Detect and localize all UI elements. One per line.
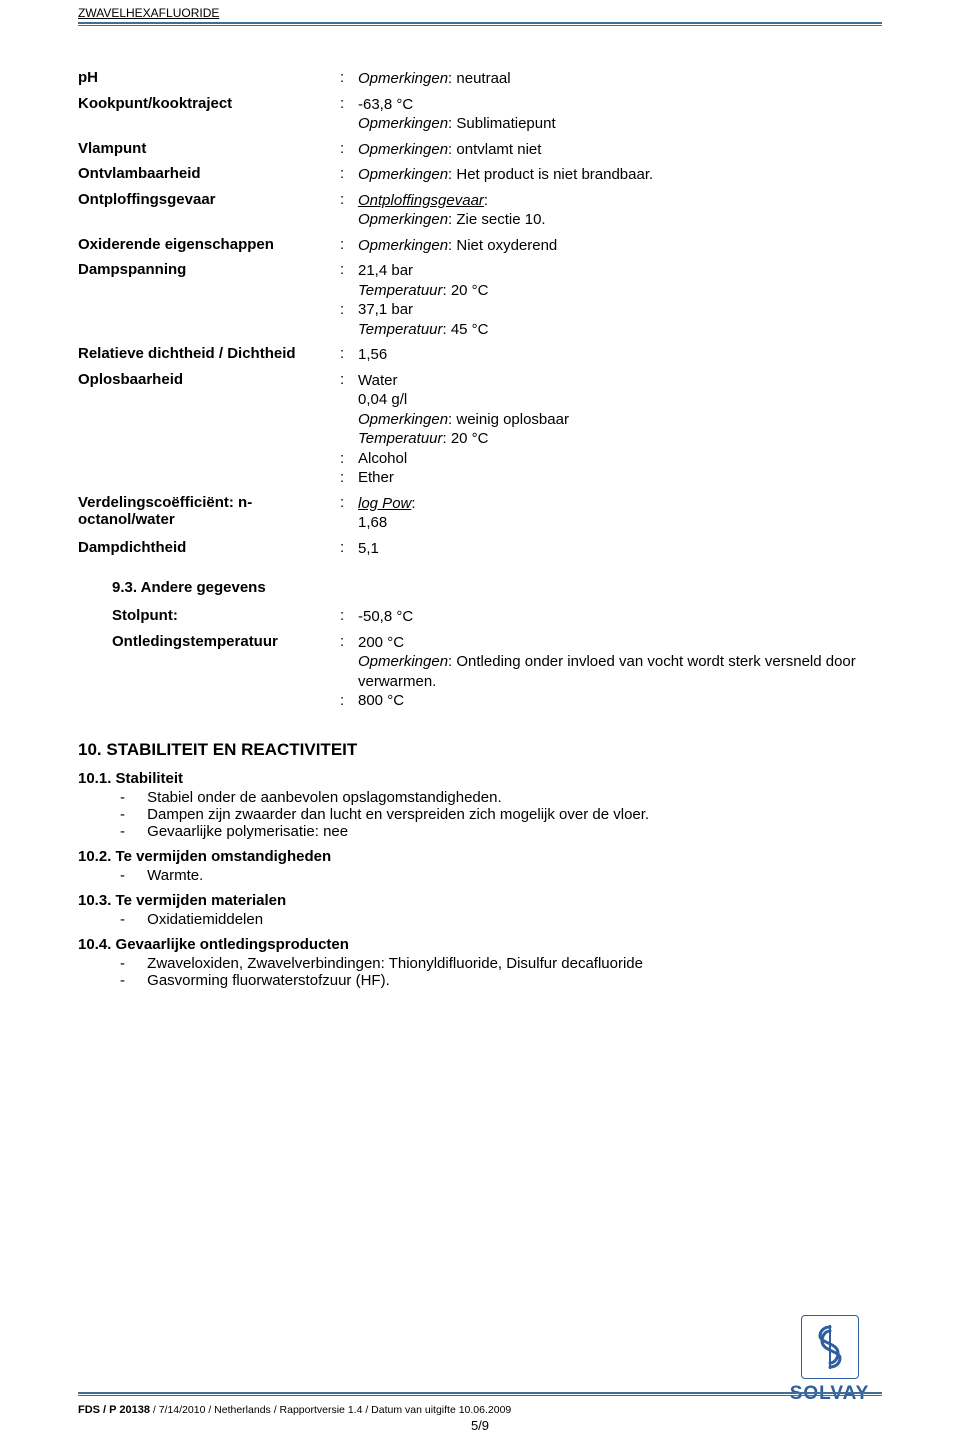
property-value: Ontploffingsgevaar:Opmerkingen: Zie sect… <box>358 188 882 233</box>
property-row: Kookpunt/kooktraject:-63,8 °COpmerkingen… <box>78 92 882 137</box>
property-value: Opmerkingen: ontvlamt niet <box>358 137 882 163</box>
property-row: Ontledingstemperatuur:200 °COpmerkingen:… <box>112 630 882 714</box>
property-row: Dampspanning:21,4 barTemperatuur: 20 °C:… <box>78 258 882 342</box>
property-row: Dampdichtheid:5,1 <box>78 536 882 562</box>
property-label: Relatieve dichtheid / Dichtheid <box>78 342 340 368</box>
property-value: -50,8 °C <box>358 604 882 630</box>
subsection-9-3-heading: 9.3. Andere gegevens <box>112 579 882 596</box>
section-10-heading: 10. STABILITEIT EN REACTIVITEIT <box>78 740 882 760</box>
footer-rest: / 7/14/2010 / Netherlands / Rapportversi… <box>150 1404 511 1416</box>
property-colon: : <box>340 342 358 368</box>
property-label: Ontledingstemperatuur <box>112 630 340 714</box>
property-label: Ontploffingsgevaar <box>78 188 340 233</box>
sub-10-4-list: Zwaveloxiden, Zwavelverbindingen: Thiony… <box>106 955 882 989</box>
property-row: Oxiderende eigenschappen:Opmerkingen: Ni… <box>78 233 882 259</box>
property-colon: : <box>340 137 358 163</box>
property-value: 1,56 <box>358 342 882 368</box>
property-value: log Pow:1,68 <box>358 491 882 536</box>
property-label: Oplosbaarheid <box>78 368 340 491</box>
sub-10-3-list: Oxidatiemiddelen <box>106 911 882 928</box>
property-colon: : <box>340 162 358 188</box>
property-label: Dampdichtheid <box>78 536 340 562</box>
property-value: -63,8 °COpmerkingen: Sublimatiepunt <box>358 92 882 137</box>
header-rule-thick <box>78 22 882 24</box>
property-row: Verdelingscoëfficiënt: n-octanol/water:l… <box>78 491 882 536</box>
property-label: Kookpunt/kooktraject <box>78 92 340 137</box>
footer-text: FDS / P 20138 / 7/14/2010 / Netherlands … <box>78 1404 882 1416</box>
property-value: 5,1 <box>358 536 882 562</box>
subsection-9-3-table: Stolpunt::-50,8 °COntledingstemperatuur:… <box>112 604 882 714</box>
property-label: Verdelingscoëfficiënt: n-octanol/water <box>78 491 340 536</box>
property-colon: : <box>340 66 358 92</box>
sub-10-2-heading: 10.2. Te vermijden omstandigheden <box>78 848 882 865</box>
list-item: Stabiel onder de aanbevolen opslagomstan… <box>106 789 882 806</box>
sub-10-1-list: Stabiel onder de aanbevolen opslagomstan… <box>106 789 882 840</box>
property-value: Opmerkingen: Het product is niet brandba… <box>358 162 882 188</box>
property-colon: : <box>340 536 358 562</box>
property-row: pH:Opmerkingen: neutraal <box>78 66 882 92</box>
sub-10-3-heading: 10.3. Te vermijden materialen <box>78 892 882 909</box>
property-value: Opmerkingen: neutraal <box>358 66 882 92</box>
footer-rule-thick <box>78 1392 882 1394</box>
page-footer: FDS / P 20138 / 7/14/2010 / Netherlands … <box>78 1392 882 1433</box>
property-colon: : <box>340 604 358 630</box>
page-number: 5/9 <box>78 1418 882 1433</box>
property-value: 21,4 barTemperatuur: 20 °C:37,1 barTempe… <box>358 258 882 342</box>
list-item: Warmte. <box>106 867 882 884</box>
list-item: Gevaarlijke polymerisatie: nee <box>106 823 882 840</box>
sub-10-2-list: Warmte. <box>106 867 882 884</box>
property-label: pH <box>78 66 340 92</box>
property-row: Ontploffingsgevaar:Ontploffingsgevaar:Op… <box>78 188 882 233</box>
property-value: Opmerkingen: Niet oxyderend <box>358 233 882 259</box>
property-row: Ontvlambaarheid:Opmerkingen: Het product… <box>78 162 882 188</box>
list-item: Zwaveloxiden, Zwavelverbindingen: Thiony… <box>106 955 882 972</box>
list-item: Dampen zijn zwaarder dan lucht en verspr… <box>106 806 882 823</box>
footer-rule-thin <box>78 1395 882 1396</box>
property-label: Oxiderende eigenschappen <box>78 233 340 259</box>
list-item: Oxidatiemiddelen <box>106 911 882 928</box>
property-value: Water0,04 g/lOpmerkingen: weinig oplosba… <box>358 368 882 491</box>
brand-logo-icon <box>801 1315 859 1379</box>
property-colon: : <box>340 233 358 259</box>
property-row: Vlampunt:Opmerkingen: ontvlamt niet <box>78 137 882 163</box>
property-label: Dampspanning <box>78 258 340 342</box>
header-title: ZWAVELHEXAFLUORIDE <box>78 0 882 20</box>
property-row: Stolpunt::-50,8 °C <box>112 604 882 630</box>
sub-10-4-heading: 10.4. Gevaarlijke ontledingsproducten <box>78 936 882 953</box>
list-item: Gasvorming fluorwaterstofzuur (HF). <box>106 972 882 989</box>
properties-table: pH:Opmerkingen: neutraalKookpunt/kooktra… <box>78 66 882 561</box>
property-row: Oplosbaarheid:Water0,04 g/lOpmerkingen: … <box>78 368 882 491</box>
property-value: 200 °COpmerkingen: Ontleding onder invlo… <box>358 630 882 714</box>
sub-10-1-heading: 10.1. Stabiliteit <box>78 770 882 787</box>
property-label: Stolpunt: <box>112 604 340 630</box>
property-label: Vlampunt <box>78 137 340 163</box>
header-rule-thin <box>78 25 882 26</box>
property-label: Ontvlambaarheid <box>78 162 340 188</box>
footer-doc-code: FDS / P 20138 <box>78 1404 150 1416</box>
page: ZWAVELHEXAFLUORIDE pH:Opmerkingen: neutr… <box>0 0 960 1453</box>
property-row: Relatieve dichtheid / Dichtheid:1,56 <box>78 342 882 368</box>
